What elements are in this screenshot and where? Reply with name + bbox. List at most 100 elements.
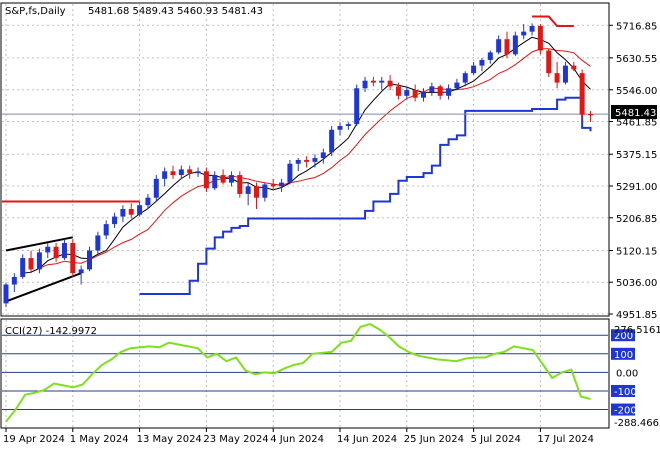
candle-body [145,197,151,206]
x-tick-label: 17 Jul 2024 [537,434,594,445]
cci-level-tag [611,403,635,416]
candle-body [329,129,335,153]
candle-body [203,171,209,189]
cci-level-label: 100 [614,350,633,361]
candle-body [362,80,368,89]
candle-body [170,171,176,176]
candle-body [187,169,193,174]
cci-line [5,323,591,423]
x-tick-label: 23 May 2024 [203,434,268,445]
candle-body [195,171,201,174]
candle-body [521,31,527,36]
overlays [2,15,608,303]
candle-body [395,86,401,96]
ma-slow-line [22,36,591,274]
header-ohlc: 5481.68 5489.43 5460.93 5481.43 [88,6,263,17]
candle-body [479,59,485,66]
candle-body [262,184,268,198]
trailing-stop-line [139,96,592,295]
axes: 5716.85 5630.55 5546.00 5461.85 5375.15 5291.… [3,21,657,445]
top-stop-line [532,15,574,27]
y-tick-label: 5291.00 [616,182,657,193]
y-tick-label: 5546.00 [616,86,657,97]
candle-body [304,159,310,162]
ma-fast-line [30,48,591,273]
candle-body [421,92,426,98]
candle-body [95,235,101,251]
candle-body [571,65,577,70]
candle-body [370,80,376,83]
candle-body [554,73,560,83]
cci-line [5,323,591,423]
candle-body [546,50,552,74]
current-price-tag [611,105,657,119]
y-tick-label: 5206.85 [616,214,657,225]
candle-body [11,276,17,285]
x-tick-label: 14 Jun 2024 [337,434,397,445]
candle-body [412,90,418,98]
candle-body [53,246,59,259]
candle-body [504,39,510,55]
candle-body [337,125,343,130]
candle-body [20,258,26,277]
y-tick-label: 5716.85 [616,21,657,32]
trend-line-upper [5,236,73,252]
candle-body [120,209,126,217]
candle-body [3,284,9,304]
candle-body [295,159,301,164]
cci-level-label: 200 [614,331,633,342]
candle-body [512,35,518,55]
cci-level-label: -100 [614,387,637,398]
candle-body [220,175,226,183]
candle-body [379,80,385,83]
candle-body [237,175,243,194]
candle-body [429,86,435,93]
x-tick-label: 4 Jun 2024 [270,434,324,445]
y-tick-label: 5375.15 [616,150,657,161]
candle-body [537,25,543,51]
y-tick-label: 5630.55 [616,54,657,65]
candle-body [387,80,393,87]
y-tick-label: 5036.00 [616,278,657,289]
candles [3,23,593,308]
candle-body [312,158,318,162]
candle-body [354,88,360,125]
y-tick-label: 5461.85 [616,118,657,129]
candle-body [245,186,251,194]
candle-body [579,73,585,115]
candle-body [279,182,285,187]
candle-body [45,246,51,253]
y-tick-label: 4951.85 [616,310,657,321]
candle-body [228,175,234,183]
candle-body [162,171,168,179]
candle-body [487,52,493,60]
candle-body [270,184,276,187]
candle-body [454,82,460,89]
candle-body [496,39,502,53]
candle-body [529,25,535,32]
y-tick-label: 5120.15 [616,246,657,257]
candle-body [153,178,159,198]
candle-body [345,124,351,126]
candle-body [78,269,84,274]
x-tick-label: 5 Jul 2024 [471,434,521,445]
x-tick-label: 25 Jun 2024 [404,434,464,445]
candle-body [320,152,326,159]
candle-body [588,114,593,116]
candle-body [128,209,134,215]
indicator-label: CCI(27) -142.9972 [5,326,97,337]
candle-body [36,252,42,270]
x-tick-label: 1 May 2024 [70,434,129,445]
candle-body [112,216,118,225]
candle-body [562,65,568,83]
cci-level-label: -200 [614,406,637,417]
x-tick-label: 13 May 2024 [137,434,202,445]
current-price-label: 5481.43 [615,108,656,119]
candle-body [87,250,92,270]
cci-level-tag [611,329,635,342]
candle-body [471,65,477,74]
header-symbol: S&P,fs,Daily [5,6,66,17]
